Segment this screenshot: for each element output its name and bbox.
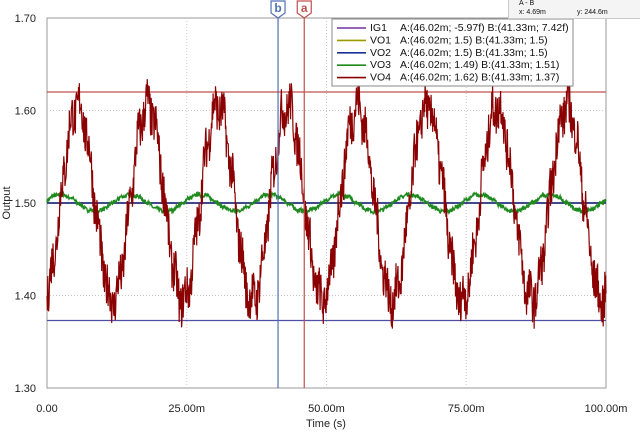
x-axis-title: Time (s) [306, 418, 346, 430]
cursor-a-label: a [301, 1, 308, 15]
x-axis-ticks: 0.00 25.00m 50.00m 75.00m 100.00m [36, 403, 627, 415]
legend-series-name: VO3 [370, 59, 391, 71]
legend-series-name: IG1 [370, 22, 387, 34]
y-axis-title: Output [1, 186, 13, 219]
cursor-y-readout: y: 244.6m [577, 9, 608, 16]
series-line-vo4 [46, 75, 607, 329]
x-tick-label: 75.00m [448, 403, 485, 415]
cursor-b-handle [270, 0, 286, 19]
y-tick-label: 1.40 [15, 291, 36, 303]
cursor-x-readout: x: 4.69m [519, 9, 546, 16]
legend-series-name: VO4 [370, 72, 391, 84]
y-tick-label: 1.50 [15, 198, 36, 210]
cursor-readout-panel: A - B x: 4.69m y: 244.6m [508, 0, 640, 19]
legend-series-name: VO1 [370, 34, 391, 46]
legend-readout: A:(46.02m; 1.5) B:(41.33m; 1.5) [400, 34, 548, 46]
series-line-vo3 [46, 189, 607, 217]
x-tick-label: 25.00m [168, 403, 205, 415]
series-lines [46, 75, 607, 329]
x-tick-label: 100.00m [585, 403, 628, 415]
legend-readout: A:(46.02m; 1.62) B:(41.33m; 1.37) [400, 72, 559, 84]
legend-series-name: VO2 [370, 47, 391, 59]
legend-readout: A:(46.02m; -5.97f) B:(41.33m; 7.42f) [400, 22, 569, 34]
y-axis-ticks: 1.30 1.40 1.50 1.60 1.70 [15, 13, 36, 395]
x-tick-label: 50.00m [308, 403, 345, 415]
y-tick-label: 1.30 [15, 383, 36, 395]
y-tick-label: 1.70 [15, 13, 36, 25]
y-tick-label: 1.60 [15, 106, 36, 118]
legend-box [331, 18, 574, 87]
cursor-b-label: b [274, 1, 281, 15]
legend-readout: A:(46.02m; 1.5) B:(41.33m; 1.5) [400, 47, 548, 59]
cursor-a-handle [296, 0, 312, 19]
x-tick-label: 0.00 [36, 403, 57, 415]
legend: IG1 A:(46.02m; -5.97f) B:(41.33m; 7.42f) V… [331, 18, 574, 87]
legend-readout: A:(46.02m; 1.49) B:(41.33m; 1.51) [400, 59, 559, 71]
cursor-readout-header: A - B [519, 0, 535, 7]
horizontal-markers [47, 91, 606, 322]
